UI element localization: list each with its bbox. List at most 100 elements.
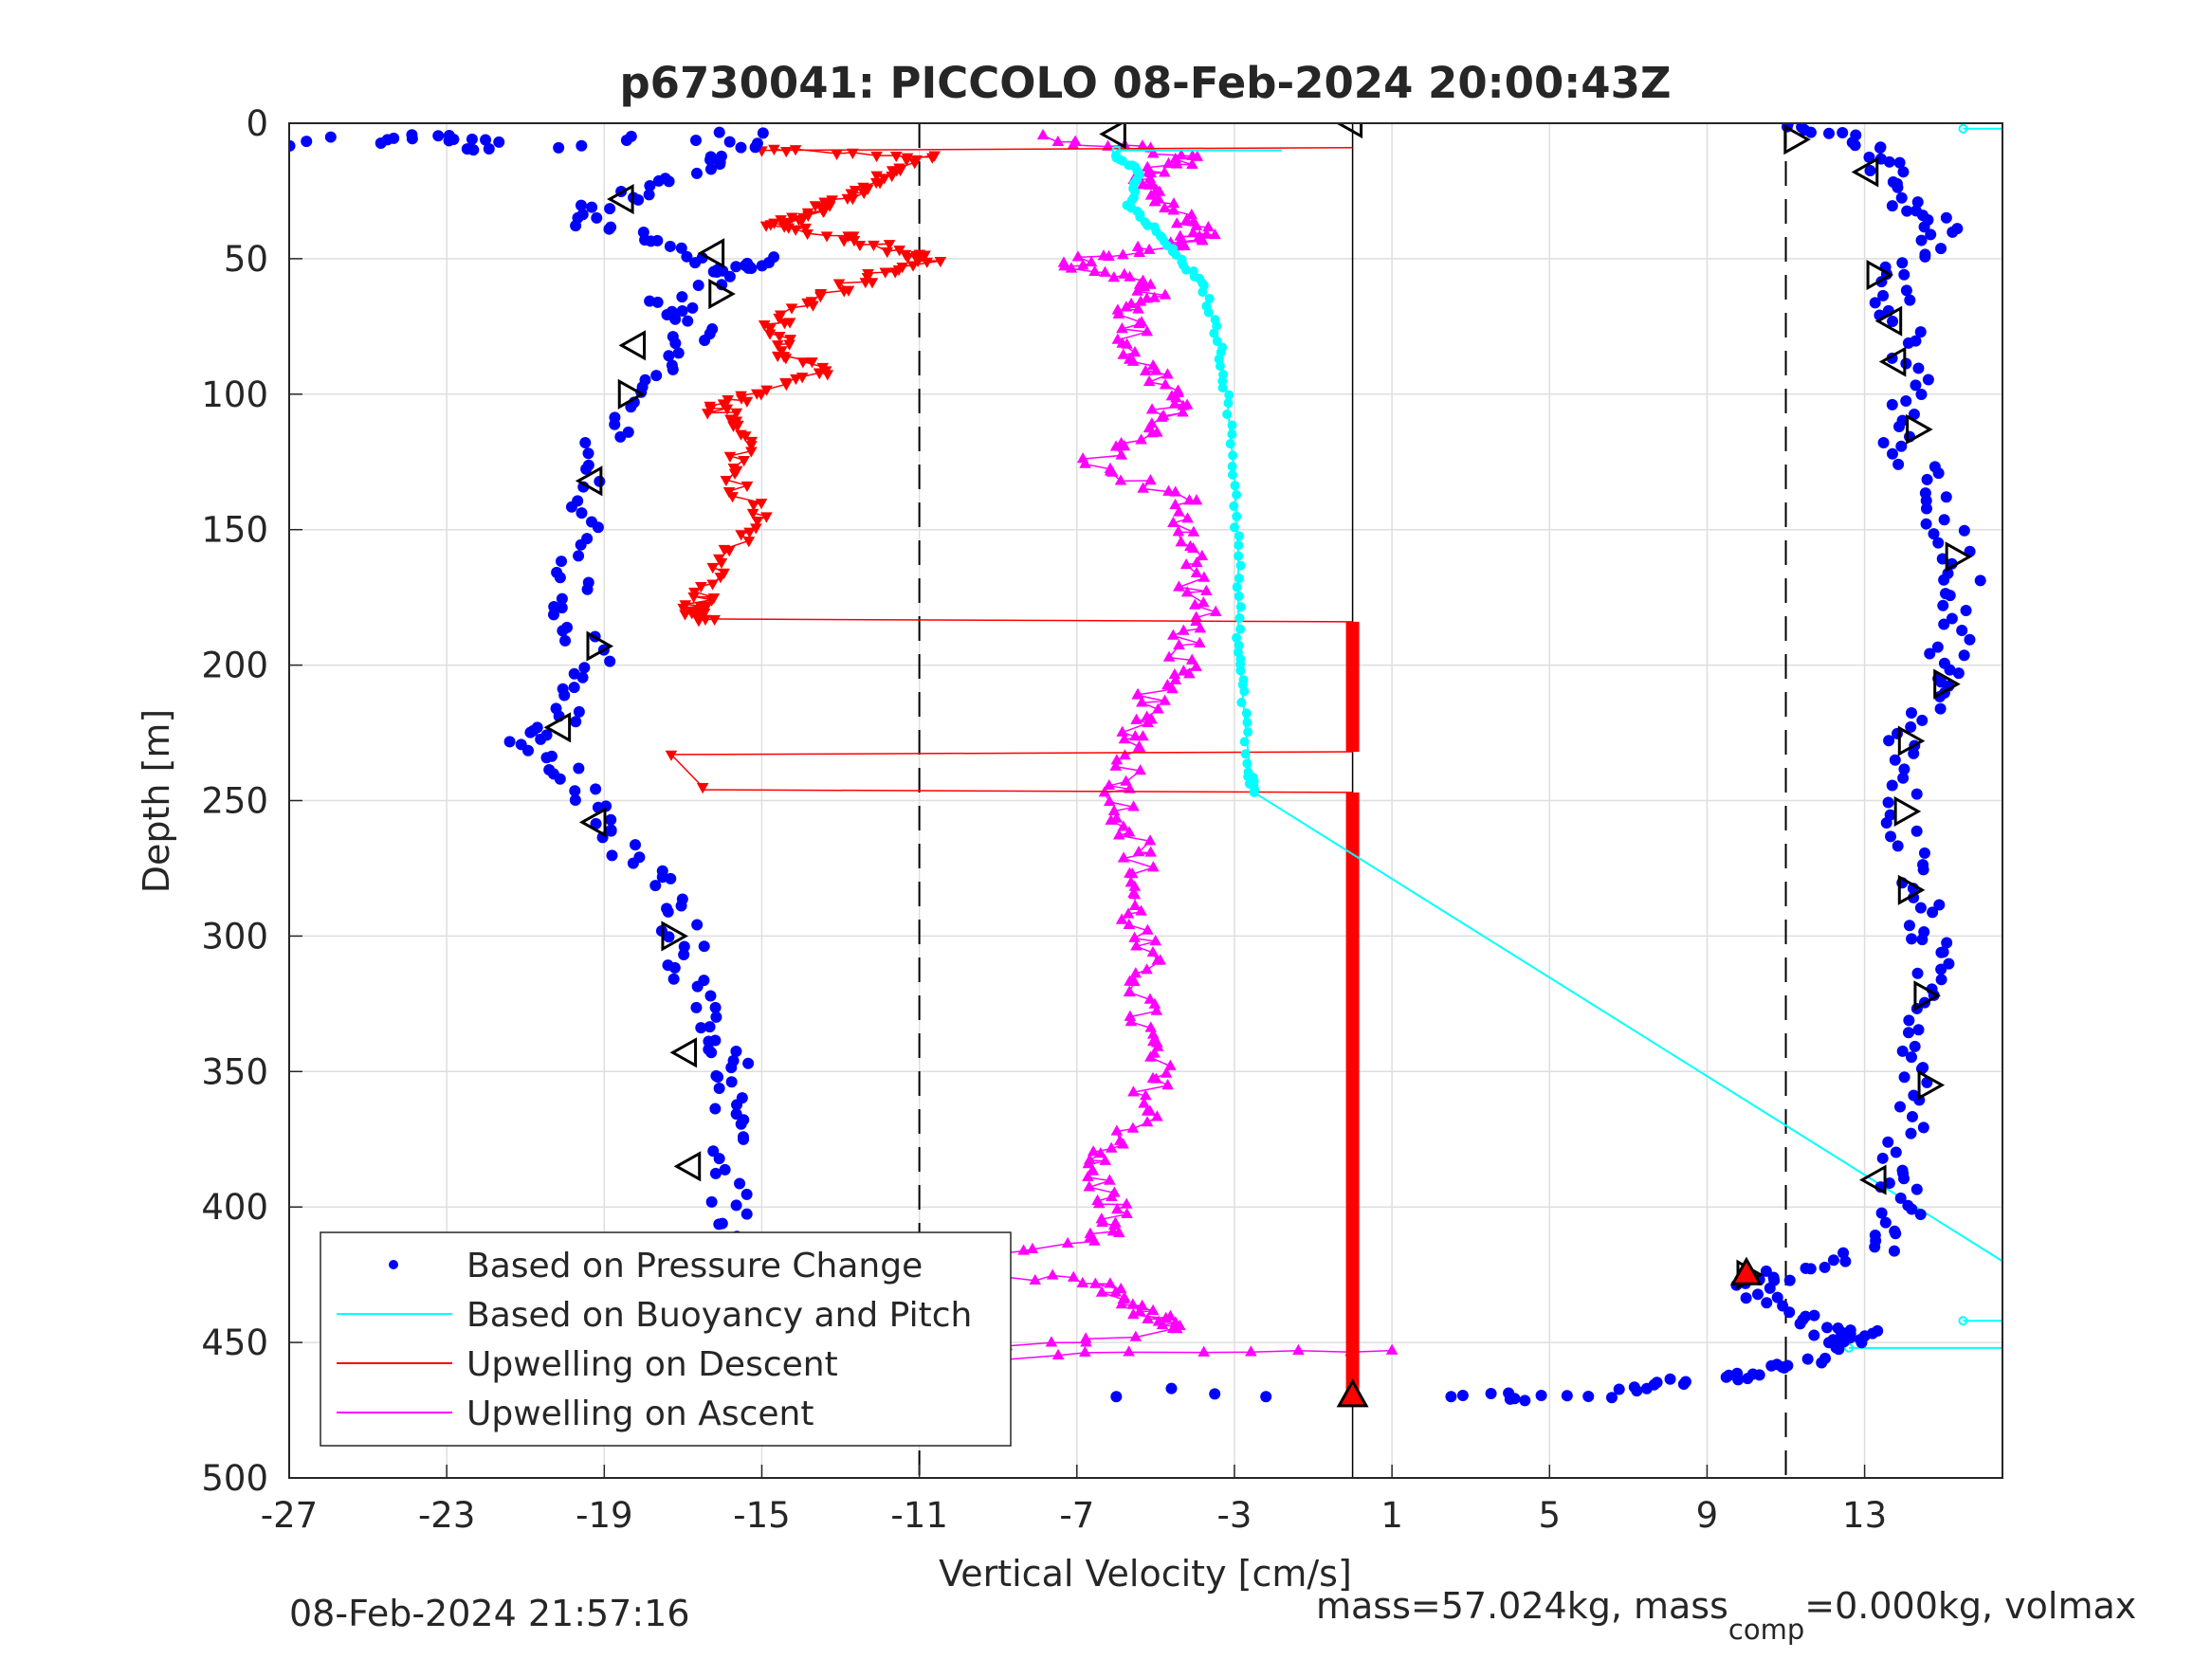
pressure-change-point xyxy=(725,1062,738,1074)
pressure-change-point xyxy=(1941,937,1953,949)
pressure-change-point xyxy=(690,1001,703,1013)
legend-label: Upwelling on Ascent xyxy=(466,1395,814,1433)
pressure-change-point xyxy=(573,762,585,775)
descent-upwelling-marker xyxy=(820,231,833,243)
pressure-change-point xyxy=(480,134,492,146)
pressure-change-point xyxy=(1260,1391,1272,1403)
descent-upwelling-marker xyxy=(908,158,922,170)
descent-upwelling-marker xyxy=(785,303,798,315)
ascent-upwelling-marker xyxy=(1133,246,1146,257)
ascent-upwelling-marker xyxy=(1132,846,1145,857)
ascent-upwelling-marker xyxy=(1185,653,1198,665)
descent-upwelling-marker xyxy=(807,301,819,312)
descent-upwelling-marker xyxy=(708,614,721,627)
pressure-change-point xyxy=(1872,1324,1884,1337)
descent-upwelling-marker xyxy=(879,267,892,279)
ascent-upwelling-marker xyxy=(1143,178,1157,190)
descent-upwelling-marker xyxy=(789,225,802,236)
pressure-change-point xyxy=(768,251,780,264)
ascent-upwelling-marker xyxy=(1134,742,1146,754)
pressure-change-point xyxy=(592,521,604,534)
descent-upwelling-marker xyxy=(727,421,740,432)
pressure-change-point xyxy=(1912,1024,1925,1036)
ascent-upwelling-marker xyxy=(1170,392,1182,403)
ascent-upwelling-marker xyxy=(1110,1124,1124,1136)
ascent-upwelling-marker xyxy=(1385,1343,1398,1355)
right-triangle-marker xyxy=(586,630,614,662)
ascent-upwelling-marker xyxy=(1144,1050,1157,1062)
pressure-change-point xyxy=(742,1057,755,1069)
pressure-change-point xyxy=(604,655,616,667)
ascent-upwelling-marker xyxy=(1105,1141,1118,1153)
buoyancy-pitch-marker xyxy=(1229,501,1239,511)
pressure-change-point xyxy=(663,175,675,188)
pressure-change-point xyxy=(467,144,480,156)
pressure-change-point xyxy=(689,257,702,269)
ascent-upwelling-marker xyxy=(1104,1174,1116,1185)
ascent-upwelling-marker xyxy=(1156,1318,1169,1330)
pressure-change-point xyxy=(493,136,505,148)
descent-upwelling-marker xyxy=(763,329,777,340)
pressure-change-point xyxy=(579,437,592,449)
ascent-upwelling-marker xyxy=(1209,605,1222,616)
pressure-change-point xyxy=(1165,1382,1178,1395)
ascent-upwelling-marker xyxy=(1106,1225,1120,1236)
pressure-change-point xyxy=(1938,618,1950,630)
x-tick-label: 9 xyxy=(1696,1495,1719,1536)
pressure-change-point xyxy=(578,662,591,674)
ascent-upwelling-marker xyxy=(1133,1304,1146,1316)
descent-upwelling-marker xyxy=(928,151,941,162)
ascent-upwelling-marker xyxy=(1142,923,1154,935)
ascent-upwelling-marker xyxy=(1128,880,1142,891)
pressure-change-point xyxy=(1905,720,1917,733)
descent-upwelling-marker xyxy=(796,357,810,369)
descent-upwelling-marker xyxy=(723,451,737,463)
right-triangle-marker xyxy=(1897,725,1926,757)
ascent-upwelling-marker xyxy=(1017,1244,1030,1255)
descent-upwelling-marker xyxy=(742,537,756,548)
descent-upwelling-marker xyxy=(728,468,741,480)
ascent-upwelling-marker xyxy=(1167,204,1180,215)
ascent-upwelling-marker xyxy=(1129,730,1142,741)
pressure-change-point xyxy=(483,142,495,155)
ascent-upwelling-marker xyxy=(1067,138,1080,150)
ascent-upwelling-marker xyxy=(1142,716,1154,727)
ascent-upwelling-marker xyxy=(1161,368,1174,379)
pressure-change-point xyxy=(1920,518,1932,530)
ascent-upwelling-marker xyxy=(1138,1097,1150,1108)
descent-upwelling-marker xyxy=(776,346,788,357)
buoyancy-pitch-marker xyxy=(1243,727,1253,738)
ascent-upwelling-marker xyxy=(1177,399,1190,410)
pressure-change-point xyxy=(1903,920,1915,932)
descent-upwelling-marker xyxy=(714,573,727,584)
ascent-upwelling-marker xyxy=(1175,536,1188,547)
descent-upwelling-zero-band xyxy=(1345,792,1360,1397)
pressure-change-point xyxy=(1877,437,1890,449)
y-tick-label: 150 xyxy=(201,510,268,551)
pressure-change-point xyxy=(1892,840,1904,852)
pressure-change-point xyxy=(1897,166,1910,178)
pressure-change-point xyxy=(547,609,559,621)
y-tick-label: 400 xyxy=(201,1187,268,1228)
pressure-change-point xyxy=(716,1217,728,1230)
y-tick-label: 500 xyxy=(201,1458,268,1499)
descent-upwelling-marker xyxy=(780,380,793,392)
descent-upwelling-marker xyxy=(934,256,947,268)
pressure-change-point xyxy=(1883,1177,1895,1190)
pressure-change-point xyxy=(1911,967,1924,979)
pressure-change-point xyxy=(1888,1245,1900,1257)
pressure-change-point xyxy=(704,990,717,1002)
ascent-upwelling-marker xyxy=(1148,195,1161,207)
right-triangle-marker xyxy=(1893,795,1922,827)
buoyancy-pitch-marker xyxy=(1958,123,1968,134)
ascent-upwelling-marker xyxy=(1115,448,1128,460)
ascent-upwelling-marker xyxy=(1083,1180,1096,1192)
buoyancy-pitch-marker xyxy=(1223,398,1234,409)
pressure-change-point xyxy=(1938,514,1950,526)
ascent-upwelling-marker xyxy=(1128,346,1142,357)
ascent-upwelling-marker xyxy=(1120,1197,1133,1209)
buoyancy-pitch-marker xyxy=(1235,624,1246,634)
left-triangle-marker xyxy=(1851,156,1879,188)
pressure-change-point xyxy=(672,347,685,359)
